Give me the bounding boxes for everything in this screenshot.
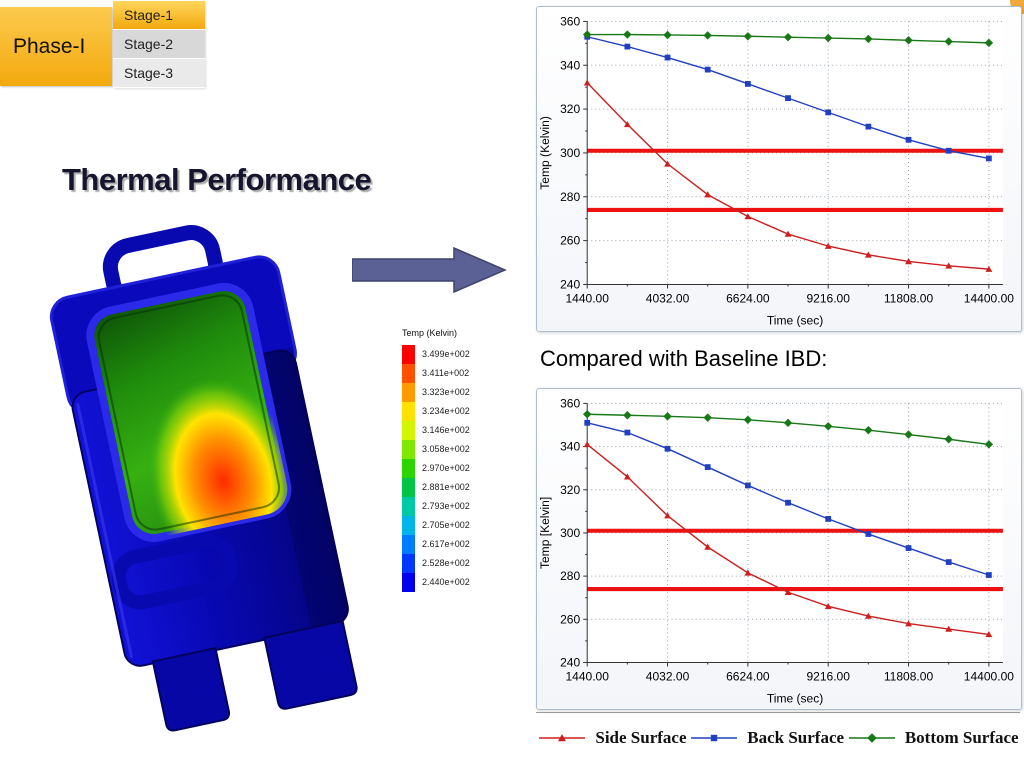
svg-text:Time (sec): Time (sec) <box>767 692 823 706</box>
colorbar-entry: 3.146e+002 <box>402 421 497 440</box>
colorbar-entry: 2.528e+002 <box>402 554 497 573</box>
tab-stage-1[interactable]: Stage-1 <box>113 1 205 30</box>
thermal-container-render <box>49 225 358 732</box>
colorbar-entry: 2.970e+002 <box>402 459 497 478</box>
colorbar-entry: 2.440e+002 <box>402 573 497 592</box>
colorbar-value: 3.234e+002 <box>422 406 470 416</box>
stage-tabs: Stage-1 Stage-2 Stage-3 <box>113 1 205 88</box>
chart-legend: Side Surface Back Surface Bottom Surface <box>536 712 1020 763</box>
colorbar-value: 3.499e+002 <box>422 349 470 359</box>
svg-text:14400.00: 14400.00 <box>964 670 1014 684</box>
legend-marker-icon <box>848 733 895 743</box>
colorbar-entry: 2.793e+002 <box>402 497 497 516</box>
colorbar-value: 2.617e+002 <box>422 539 470 549</box>
colorbar-entry: 2.617e+002 <box>402 535 497 554</box>
svg-text:300: 300 <box>560 146 580 160</box>
compare-caption: Compared with Baseline IBD: <box>540 346 828 371</box>
colorbar-swatch <box>402 535 415 554</box>
svg-text:1440.00: 1440.00 <box>565 292 609 306</box>
legend-item-back-surface: Back Surface <box>689 728 844 748</box>
colorbar-swatch <box>402 554 415 573</box>
colorbar-entry: 2.881e+002 <box>402 478 497 497</box>
line-chart-bottom: 240 260 280 300 320 340 360 1440.00 4032.00 6624.… <box>538 396 1014 706</box>
colorbar-value: 2.970e+002 <box>422 463 470 473</box>
svg-text:Temp (Kelvin): Temp (Kelvin) <box>538 116 552 190</box>
colorbar-swatch <box>402 421 415 440</box>
colorbar-value: 3.323e+002 <box>422 387 470 397</box>
phase-label: Phase-I <box>0 7 112 86</box>
chart-baseline-ibd: 240 260 280 300 320 340 360 1440.00 4032.00 6624.… <box>536 388 1022 710</box>
colorbar-value: 2.440e+002 <box>422 577 470 587</box>
svg-text:260: 260 <box>560 234 580 248</box>
svg-text:6624.00: 6624.00 <box>726 670 770 684</box>
colorbar-swatch <box>402 516 415 535</box>
colorbar-swatch <box>402 478 415 497</box>
legend-marker-icon <box>539 734 586 742</box>
svg-text:360: 360 <box>560 396 580 410</box>
temperature-colorbar: Temp (Kelvin) 3.499e+002 3.411e+002 3.323e… <box>402 328 497 592</box>
svg-text:9216.00: 9216.00 <box>806 292 850 306</box>
legend-label: Side Surface <box>595 728 687 747</box>
svg-text:9216.00: 9216.00 <box>806 670 850 684</box>
colorbar-entry: 3.234e+002 <box>402 402 497 421</box>
svg-text:6624.00: 6624.00 <box>726 292 770 306</box>
colorbar-swatch <box>402 573 415 592</box>
svg-text:340: 340 <box>560 58 580 72</box>
legend-label: Back Surface <box>747 728 845 747</box>
colorbar-value: 2.528e+002 <box>422 558 470 568</box>
legend-item-bottom-surface: Bottom Surface <box>847 728 1019 748</box>
tab-stage-2[interactable]: Stage-2 <box>113 30 205 59</box>
colorbar-value: 3.146e+002 <box>422 425 470 435</box>
colorbar-value: 2.881e+002 <box>422 482 470 492</box>
colorbar-swatch <box>402 459 415 478</box>
svg-text:320: 320 <box>560 483 580 497</box>
svg-text:240: 240 <box>560 277 580 291</box>
svg-text:1440.00: 1440.00 <box>565 670 609 684</box>
colorbar-entry: 3.499e+002 <box>402 345 497 364</box>
chart-current-design: 240 260 280 300 320 340 360 1440.00 4032.00 6624.… <box>536 6 1022 332</box>
line-chart-top: 240 260 280 300 320 340 360 1440.00 4032.00 6624.… <box>538 14 1014 328</box>
svg-text:14400.00: 14400.00 <box>964 292 1014 306</box>
colorbar-value: 2.793e+002 <box>422 501 470 511</box>
svg-text:4032.00: 4032.00 <box>646 292 690 306</box>
colorbar-title: Temp (Kelvin) <box>402 328 458 338</box>
svg-text:240: 240 <box>560 655 580 669</box>
colorbar-swatch <box>402 402 415 421</box>
colorbar-swatch <box>402 440 415 459</box>
svg-text:11808.00: 11808.00 <box>884 292 934 306</box>
colorbar-entry: 3.411e+002 <box>402 364 497 383</box>
container-front-handle <box>111 534 238 610</box>
colorbar-swatch <box>402 383 415 402</box>
colorbar-entry: 2.705e+002 <box>402 516 497 535</box>
legend-label: Bottom Surface <box>904 728 1019 747</box>
colorbar-value: 3.058e+002 <box>422 444 470 454</box>
arrow-right-icon <box>352 246 507 294</box>
colorbar-value: 3.411e+002 <box>422 368 470 378</box>
svg-text:320: 320 <box>560 102 580 116</box>
colorbar-entry: 3.058e+002 <box>402 440 497 459</box>
svg-text:260: 260 <box>560 612 580 626</box>
page-title: Thermal Performance <box>62 162 372 197</box>
svg-text:280: 280 <box>560 190 580 204</box>
svg-text:360: 360 <box>560 14 580 28</box>
tab-stage-3[interactable]: Stage-3 <box>113 59 205 88</box>
phase-label-text: Phase-I <box>13 34 86 58</box>
svg-text:4032.00: 4032.00 <box>646 670 690 684</box>
svg-text:280: 280 <box>560 569 580 583</box>
svg-text:340: 340 <box>560 440 580 454</box>
svg-text:300: 300 <box>560 526 580 540</box>
colorbar-entry: 3.323e+002 <box>402 383 497 402</box>
svg-text:Time (sec): Time (sec) <box>767 314 823 328</box>
colorbar-swatch <box>402 497 415 516</box>
colorbar-swatch <box>402 364 415 383</box>
colorbar-value: 2.705e+002 <box>422 520 470 530</box>
legend-item-side-surface: Side Surface <box>537 728 687 748</box>
svg-text:11808.00: 11808.00 <box>884 670 934 684</box>
svg-text:Temp [Kelvin]: Temp [Kelvin] <box>538 497 552 569</box>
colorbar-swatch <box>402 345 415 364</box>
legend-marker-icon <box>691 734 738 742</box>
